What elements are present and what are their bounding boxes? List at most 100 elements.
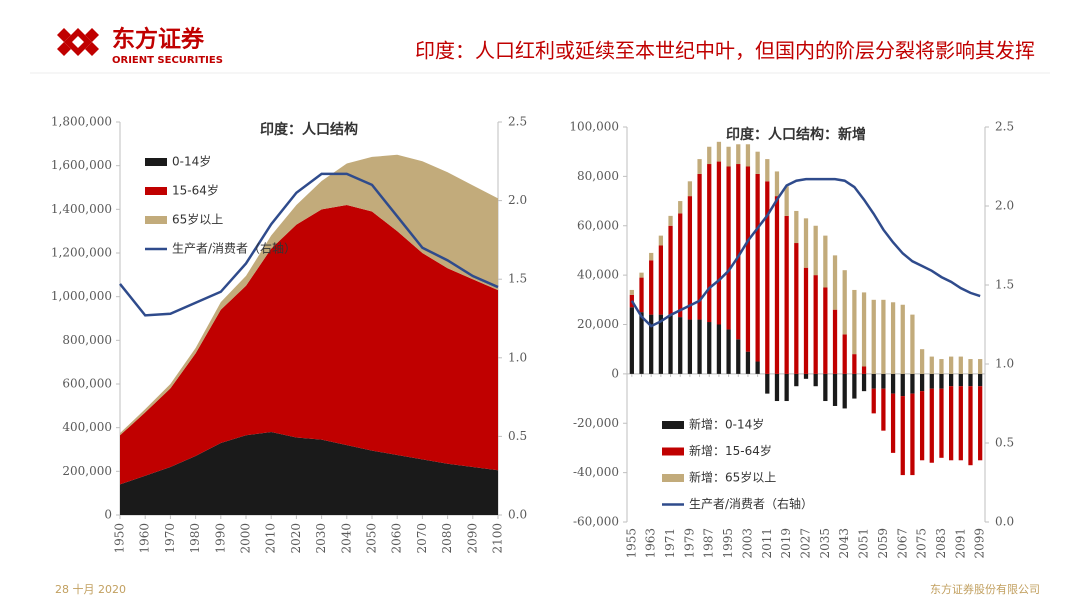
bar [958,356,963,374]
x-tick-label: 1979 [682,528,696,559]
logo [57,28,99,56]
bar [678,317,683,374]
bar [639,312,644,374]
bar [794,243,799,374]
y-tick-label: 0 [104,508,112,522]
x-tick-label: 2000 [239,523,253,554]
bar [726,166,731,330]
line [119,172,499,317]
bar [716,141,722,162]
bar [707,164,712,323]
bar [629,307,634,374]
bar [736,164,741,340]
y-tick-label: -40,000 [573,465,619,479]
bar [755,151,760,174]
x-tick-label: 2091 [953,528,967,559]
y2-tick-label: 1.5 [995,278,1014,292]
bar [978,359,983,374]
bar [939,373,944,389]
x-tick-label: 2067 [895,528,909,559]
y-tick-label: -20,000 [573,416,619,430]
bar [949,356,954,374]
bar [813,225,818,276]
bar [716,324,722,374]
bar [861,292,867,367]
bar [774,373,780,402]
y-tick-label: 80,000 [577,169,619,183]
bar [639,272,644,278]
x-tick-label: 1970 [163,523,177,554]
bar [842,270,847,335]
bar [745,144,751,167]
legend-swatch [662,421,684,429]
x-tick-label: 2020 [289,523,303,554]
bar [890,393,896,453]
x-tick-label: 1990 [213,523,227,554]
y2-tick-label: 2.5 [508,115,527,129]
legend-swatch [662,447,684,456]
x-tick-label: 2083 [934,528,948,559]
legend-swatch [145,158,167,166]
x-tick-label: 2099 [973,528,987,559]
y2-tick-label: 0.5 [995,436,1014,450]
logo-mark [85,28,99,42]
x-tick-label: 2010 [264,523,278,554]
brand-en: ORIENT SECURITIES [112,55,223,66]
y2-tick-label: 2.5 [995,120,1014,134]
bar [697,173,702,320]
bar [784,215,789,374]
y-tick-label: 1,000,000 [51,289,112,303]
bar [861,373,867,392]
y2-tick-label: 2.0 [508,193,527,207]
bar [949,386,954,461]
x-tick-label: 2070 [415,523,429,554]
bar [881,388,886,431]
bar [697,159,702,174]
legend-label: 生产者/消费者（右轴） [172,241,296,256]
bar [968,373,973,387]
x-tick-label: 2043 [837,528,851,559]
x-tick-label: 1963 [644,528,658,559]
y-tick-label: 1,800,000 [51,115,112,129]
legend-swatch [662,474,684,482]
bar [978,373,983,387]
x-tick-label: 2011 [760,528,774,559]
logo-mark [57,42,71,56]
footer-company: 东方证券股份有限公司 [930,582,1040,596]
bar [968,386,973,466]
y-tick-label: 100,000 [569,120,619,134]
y-tick-label: 400,000 [62,420,112,434]
bar [649,252,654,261]
x-tick-label: 1950 [113,523,127,554]
chart-title: 印度：人口结构 [260,121,358,138]
x-tick-label: 2075 [915,528,929,559]
slide-title: 印度：人口红利或延续至本世纪中叶，但国内的阶层分裂将影响其发挥 [415,39,1035,63]
line [630,177,981,328]
bar [784,186,789,216]
bar [871,299,876,374]
bar [842,334,847,374]
bar [639,277,644,313]
legend-label: 65岁以上 [172,212,223,227]
legend-swatch [145,216,167,224]
bar [900,304,905,374]
bar [658,245,663,315]
bar [900,396,905,476]
y-tick-label: 40,000 [577,268,619,282]
chart-title: 印度：人口结构：新增 [726,126,866,143]
bar [794,373,799,387]
bar [832,373,838,406]
y-tick-label: 200,000 [62,464,112,478]
y2-tick-label: 1.0 [995,357,1014,371]
x-tick-label: 1960 [138,523,152,554]
x-tick-label: 2100 [491,523,505,554]
x-tick-label: 2019 [779,528,793,559]
bar [803,267,809,374]
x-tick-label: 2003 [740,528,754,559]
y-tick-label: -60,000 [573,515,619,529]
x-tick-label: 2027 [799,528,813,559]
x-tick-label: 2050 [365,523,379,554]
bar [871,373,876,389]
bar [978,386,983,461]
y2-tick-label: 1.0 [508,350,527,364]
